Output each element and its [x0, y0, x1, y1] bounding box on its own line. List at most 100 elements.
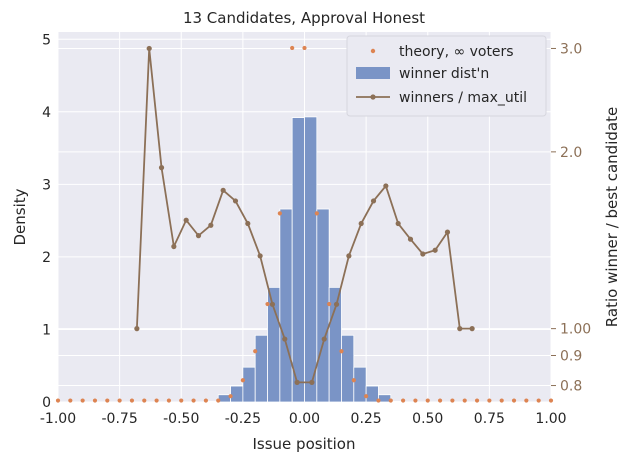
theory-points [55, 45, 554, 403]
histogram-bar [316, 208, 330, 403]
y2-tick-label: 0.8 [560, 379, 582, 395]
theory-point [277, 211, 282, 216]
theory-point [55, 398, 61, 403]
theory-point [68, 398, 73, 403]
legend: theory, ∞ voters winner dist'n winners /… [346, 35, 547, 117]
ratio-point [432, 247, 438, 253]
legend-theory-label: theory, ∞ voters [399, 44, 514, 60]
theory-point [524, 398, 529, 403]
theory-point [401, 398, 406, 403]
legend-bar-swatch [356, 67, 390, 79]
theory-point [437, 398, 443, 403]
theory-point [265, 301, 270, 307]
bars [205, 116, 404, 403]
legend-theory-marker [370, 48, 376, 54]
theory-point [203, 398, 208, 403]
ratio-point [395, 220, 401, 227]
ratio-line [134, 45, 475, 385]
theory-point [327, 301, 332, 307]
ticks: -1.00 -0.75 -0.50 -0.25 0.00 0.25 0.50 0.75 1.00… [40, 32, 591, 427]
theory-point [450, 398, 455, 403]
ratio-point [444, 229, 451, 235]
theory-point [290, 45, 295, 51]
ratio-point [358, 220, 364, 227]
theory-point [216, 398, 221, 403]
theory-point [240, 378, 245, 383]
legend-bar-label: winner dist'n [399, 66, 489, 82]
y2-tick-label: 2.0 [560, 145, 582, 161]
ratio-point [469, 326, 475, 332]
x-tick-label: 0.50 [412, 411, 443, 427]
y-tick-label: 0 [42, 395, 51, 411]
theory-point [314, 211, 319, 216]
ratio-point [183, 217, 189, 223]
theory-point [92, 398, 98, 403]
ratio-point [282, 336, 288, 342]
histogram-bar [242, 366, 256, 403]
ratio-point [420, 251, 426, 257]
x-tick-label: -0.75 [102, 411, 138, 427]
ratio-point [257, 253, 263, 259]
ratio-point [346, 253, 352, 259]
theory-point [413, 398, 418, 403]
theory-point [117, 398, 122, 403]
theory-point [487, 398, 492, 403]
x-tick-label: -1.00 [40, 411, 76, 427]
theory-point [191, 398, 196, 403]
ratio-point [333, 301, 340, 307]
theory-point [499, 398, 504, 403]
histogram-bar [279, 208, 293, 403]
theory-point [376, 398, 381, 403]
ratio-point [232, 198, 239, 204]
histogram-bar [353, 366, 367, 403]
histogram-bar [378, 394, 392, 403]
x-tick-label: -0.50 [163, 411, 199, 427]
theory-point [339, 349, 344, 354]
ratio-point [134, 326, 140, 332]
theory-point [425, 398, 430, 403]
ratio-point [294, 379, 300, 385]
ratio-point [245, 220, 251, 227]
theory-point [474, 398, 480, 403]
x-tick-label: -0.25 [225, 411, 261, 427]
theory-point [253, 349, 258, 354]
ratio-point [208, 222, 214, 228]
theory-point [142, 398, 147, 403]
theory-point [129, 398, 135, 403]
ratio-point [370, 198, 377, 204]
ratio-point [383, 183, 389, 189]
histogram-bar [254, 334, 268, 403]
ratio-point [269, 301, 276, 307]
x-tick-label: 0.75 [474, 411, 505, 427]
ratio-point [309, 379, 315, 385]
ratio-line-path [135, 48, 473, 384]
theory-point [548, 398, 554, 403]
legend-box [346, 35, 547, 117]
theory-point [536, 398, 541, 403]
y-tick-label: 2 [42, 250, 51, 266]
y2-tick-label: 3.0 [560, 41, 582, 57]
chart-title: 13 Candidates, Approval Honest [183, 9, 425, 27]
y2-axis-label: Ratio winner / best candidate [603, 107, 621, 327]
y2-tick-label: 1.00 [560, 322, 591, 338]
ratio-point [407, 236, 414, 242]
x-tick-label: 0.00 [289, 411, 320, 427]
x-tick-label: 0.25 [351, 411, 382, 427]
theory-point [80, 398, 85, 403]
histogram-bar [230, 385, 244, 403]
theory-point [302, 45, 307, 51]
histogram-bar [291, 117, 305, 403]
theory-point [462, 398, 467, 403]
ratio-point [146, 45, 152, 52]
ratio-point [171, 243, 177, 250]
histogram-bar [304, 116, 318, 403]
theory-point [364, 394, 369, 399]
ratio-point [321, 336, 327, 342]
theory-point [228, 394, 233, 399]
x-axis-label: Issue position [253, 435, 356, 453]
ratio-point [457, 326, 463, 332]
ratio-point [158, 165, 165, 171]
ratio-point [220, 187, 226, 193]
y2-tick-label: 0.9 [560, 349, 582, 365]
